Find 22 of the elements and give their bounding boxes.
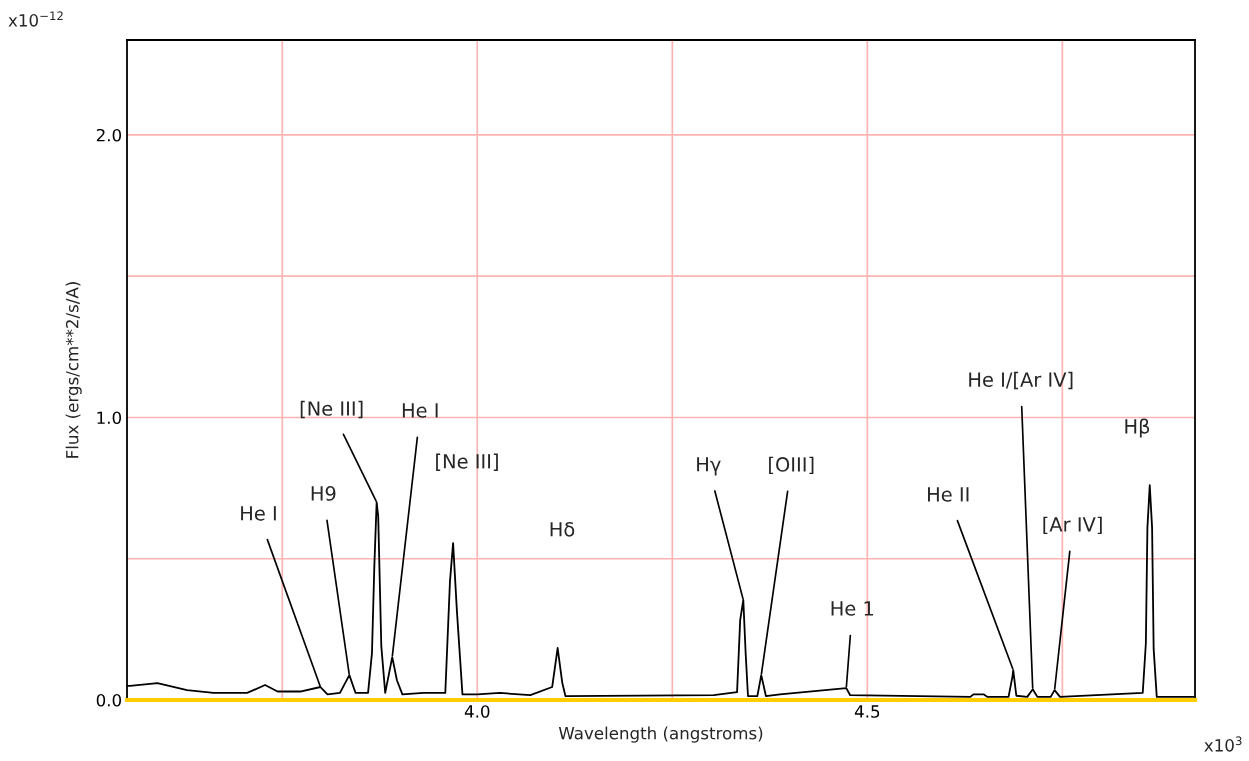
y-tick-label: 0.0: [96, 693, 122, 707]
annotation: H9: [311, 486, 336, 501]
text: x10$^{−12}$: [8, 11, 63, 27]
annotation: [OIII]: [769, 456, 814, 475]
annotation: [Ar IV]: [1043, 516, 1102, 535]
text: x10$^{3}$: [1204, 736, 1242, 752]
y-tick-label: 1.0: [97, 411, 122, 425]
annotation: He I: [241, 506, 276, 521]
annotation: He I/[Ar IV]: [969, 371, 1073, 390]
x-tick-label: 4.0: [464, 705, 490, 718]
annotation: [Ne III]: [300, 400, 363, 419]
y-tick-label: 2.0: [96, 128, 122, 142]
annotation: Hβ: [1125, 418, 1150, 438]
annotation: He II: [928, 487, 969, 502]
x-tick-label: 4.5: [854, 705, 880, 718]
annotation: Hδ: [550, 521, 575, 537]
annotation: [Ne III]: [436, 453, 498, 471]
annotation: He 1: [831, 601, 874, 616]
y-axis-title: Flux (ergs/cm**2/s/A): [65, 282, 82, 458]
x-axis-title: Wavelength (angstroms): [558, 726, 763, 743]
annotation: He I: [402, 403, 438, 418]
annotation: Hγ: [697, 457, 721, 476]
